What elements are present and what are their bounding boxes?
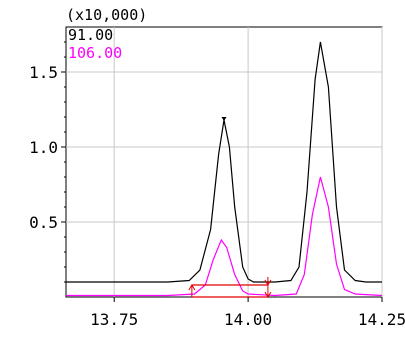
y-tick-label-1: 1.0: [29, 138, 58, 157]
legend-item-91: 91.00: [68, 26, 113, 44]
x-tick-label-1: 14.00: [224, 310, 272, 329]
x-tick-label-2: 14.25: [358, 310, 405, 329]
peak-top-marker: [221, 117, 227, 121]
integration-markers: [188, 117, 272, 298]
y-multiplier-label: (x10,000): [66, 6, 147, 24]
integration-end-arrow-2: [264, 291, 272, 298]
integration-start-arrow: [188, 284, 196, 291]
plot-frame: [65, 26, 383, 298]
x-tick-label-0: 13.75: [90, 310, 138, 329]
y-tick-label-2: 1.5: [29, 63, 58, 82]
y-tick-label-0: 0.5: [29, 213, 58, 232]
series-line-0: [66, 41, 382, 283]
grid-lines: [66, 27, 383, 297]
legend-item-106: 106.00: [68, 44, 122, 62]
series-line-1: [66, 176, 383, 297]
series-layer: [66, 41, 383, 297]
axes-layer: 13.75 14.00 14.25 0.5 1.0 1.5: [29, 41, 405, 329]
integration-end-arrow: [264, 279, 272, 286]
